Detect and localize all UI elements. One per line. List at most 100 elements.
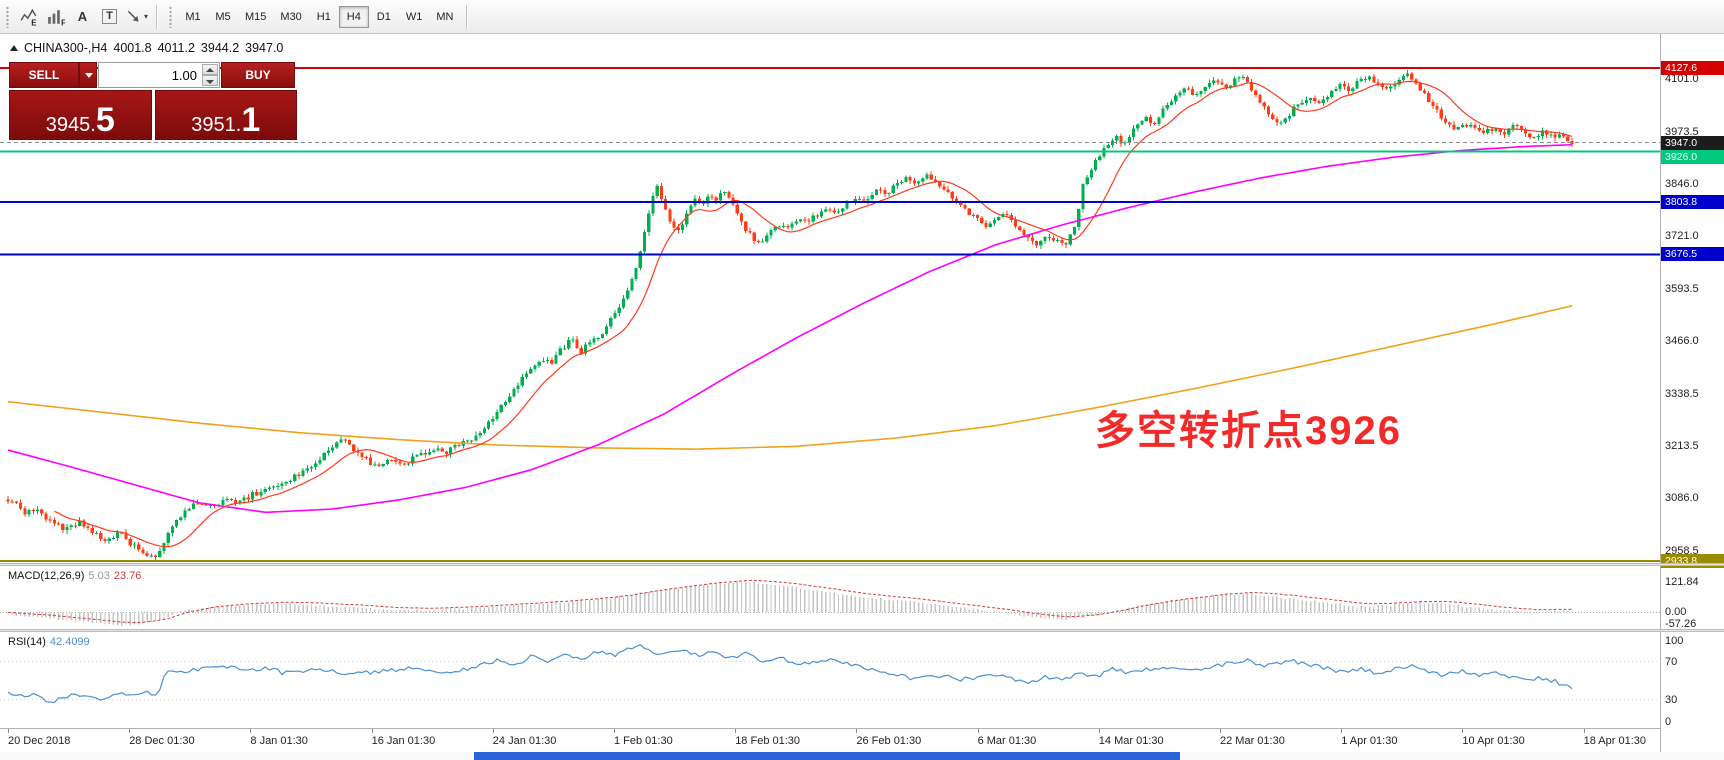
toolbar-grip[interactable]	[5, 5, 10, 28]
price-level-box: 3676.5	[1661, 247, 1724, 262]
open-value: 4001.8	[113, 41, 152, 55]
icon-letter: E	[31, 18, 36, 26]
time-axis-tick	[250, 729, 252, 733]
toolbar-separator	[156, 4, 157, 29]
close-value: 3947.0	[245, 41, 284, 55]
indicator-bars-icon: F	[47, 9, 65, 26]
tf-m30[interactable]: M30	[273, 6, 308, 28]
tf-m15[interactable]: M15	[238, 6, 273, 28]
icon-letter: F	[61, 18, 65, 26]
price-tick-label: 3213.5	[1665, 439, 1699, 452]
time-axis-tick	[977, 729, 979, 733]
macd-name: MACD(12,26,9)	[8, 570, 85, 582]
macd-signal-value: 23.76	[113, 570, 142, 582]
price-tick-label: 3973.5	[1665, 125, 1699, 138]
time-label: 1 Feb 01:30	[614, 735, 673, 747]
rsi-tick-label: 0	[1665, 716, 1672, 728]
label-tool-button[interactable]: T	[96, 5, 123, 29]
time-axis-tick	[1098, 729, 1100, 733]
text-annotation-button[interactable]: A	[69, 5, 96, 29]
price-level-box: 3803.8	[1661, 194, 1724, 209]
low-value: 3944.2	[200, 41, 240, 55]
time-label: 22 Mar 01:30	[1220, 735, 1285, 747]
macd-tick-label: 121.84	[1665, 575, 1699, 588]
time-axis-tick	[1462, 729, 1464, 733]
price-level-box: 4127.6	[1661, 61, 1724, 76]
price-axis[interactable]: 4101.0 3973.5 3846.0 3721.0 3593.5 3466.0 3338…	[1660, 34, 1724, 752]
order-type-dropdown[interactable]	[79, 62, 97, 88]
time-axis-tick	[1583, 729, 1585, 733]
time-label: 6 Mar 01:30	[977, 735, 1037, 747]
chart-line-icon: E	[19, 8, 36, 26]
tf-m1[interactable]: M1	[178, 6, 208, 28]
pane-separator-rsi[interactable]	[0, 629, 1724, 632]
price-tick-label: 3846.0	[1665, 178, 1699, 191]
tf-mn[interactable]: MN	[429, 6, 460, 28]
macd-tick-label: -57.26	[1665, 618, 1697, 630]
time-label: 16 Jan 01:30	[371, 735, 436, 747]
rsi-tick-label: 100	[1665, 635, 1684, 647]
text-tool-glyph: A	[77, 9, 88, 24]
charts-expert-button[interactable]: E	[15, 5, 42, 29]
tf-d1[interactable]: D1	[369, 6, 399, 28]
high-value: 4011.2	[157, 41, 195, 55]
quote-row: 3945. 5 3951. 1	[9, 90, 297, 140]
time-label: 26 Feb 01:30	[856, 735, 922, 747]
collapse-triangle-icon[interactable]	[10, 45, 18, 51]
bid-big-digit: 5	[95, 101, 115, 140]
price-tick-label: 3466.0	[1665, 335, 1699, 348]
one-click-trading-panel: SELL BUY 3945.5 3951.1	[9, 62, 297, 140]
rsi-value: 42.4099	[49, 636, 90, 648]
sell-button[interactable]: SELL	[9, 62, 79, 88]
time-label: 18 Apr 01:30	[1583, 735, 1646, 747]
time-axis[interactable]: 20 Dec 2018 28 Dec 01:30 8 Jan 01:30 16 Jan…	[0, 728, 1724, 752]
tf-m5[interactable]: M5	[208, 6, 238, 28]
buy-button[interactable]: BUY	[221, 62, 295, 88]
pane-separator-macd[interactable]	[0, 563, 1724, 566]
time-axis-tick	[735, 729, 737, 733]
time-axis-tick	[856, 729, 858, 733]
price-tick-label: 2958.5	[1665, 544, 1699, 557]
macd-main-value: 5.03	[88, 570, 110, 582]
main-toolbar: E F A T ▾ M1 M5 M15	[0, 0, 1724, 34]
indicators-button[interactable]: F	[42, 5, 69, 29]
time-label: 8 Jan 01:30	[250, 735, 308, 747]
price-tick-label: 3338.5	[1665, 388, 1699, 400]
macd-indicator-label: MACD(12,26,9) 5.03 23.76	[8, 570, 141, 582]
volume-input[interactable]	[99, 63, 219, 87]
chart-annotation-text[interactable]: 多空转折点3926	[1095, 409, 1402, 453]
timeframe-grip[interactable]	[168, 5, 173, 28]
bottom-strip-highlight	[474, 752, 1180, 760]
arrow-style-button[interactable]: ▾	[123, 5, 150, 29]
price-level-box: 3926.0	[1661, 149, 1724, 164]
time-axis-tick	[129, 729, 131, 733]
time-label: 1 Apr 01:30	[1341, 735, 1398, 747]
ask-price[interactable]: 3951. 1	[154, 90, 297, 140]
bid-main-digits: 3945.	[45, 114, 96, 136]
tf-w1[interactable]: W1	[399, 6, 430, 28]
price-tick-label: 3721.0	[1665, 230, 1699, 242]
toolbar-separator-2	[466, 4, 468, 29]
volume-input-wrap	[98, 62, 220, 88]
bottom-strip	[0, 752, 1724, 760]
symbol-period-label: CHINA300-,H4	[24, 41, 108, 55]
time-axis-tick	[1220, 729, 1221, 733]
tf-h1[interactable]: H1	[309, 6, 339, 28]
ask-big-digit: 1	[241, 101, 261, 140]
rsi-tick-label: 30	[1665, 693, 1678, 706]
tf-h4[interactable]: H4	[338, 5, 369, 28]
time-axis-tick	[8, 729, 9, 733]
rsi-indicator-label: RSI(14) 42.4099	[8, 636, 90, 648]
volume-increase-button[interactable]	[202, 64, 218, 75]
bid-price[interactable]: 3945. 5	[9, 90, 152, 140]
price-tick-label: 3593.5	[1665, 282, 1699, 295]
time-label: 18 Feb 01:30	[735, 735, 801, 747]
price-level-box: 2933.8	[1661, 554, 1724, 569]
arrow-icon	[127, 10, 139, 21]
volume-decrease-button[interactable]	[202, 75, 218, 86]
time-label: 24 Jan 01:30	[492, 735, 557, 747]
price-level-box: 3947.0	[1661, 135, 1724, 150]
ask-main-digits: 3951.	[191, 114, 242, 136]
